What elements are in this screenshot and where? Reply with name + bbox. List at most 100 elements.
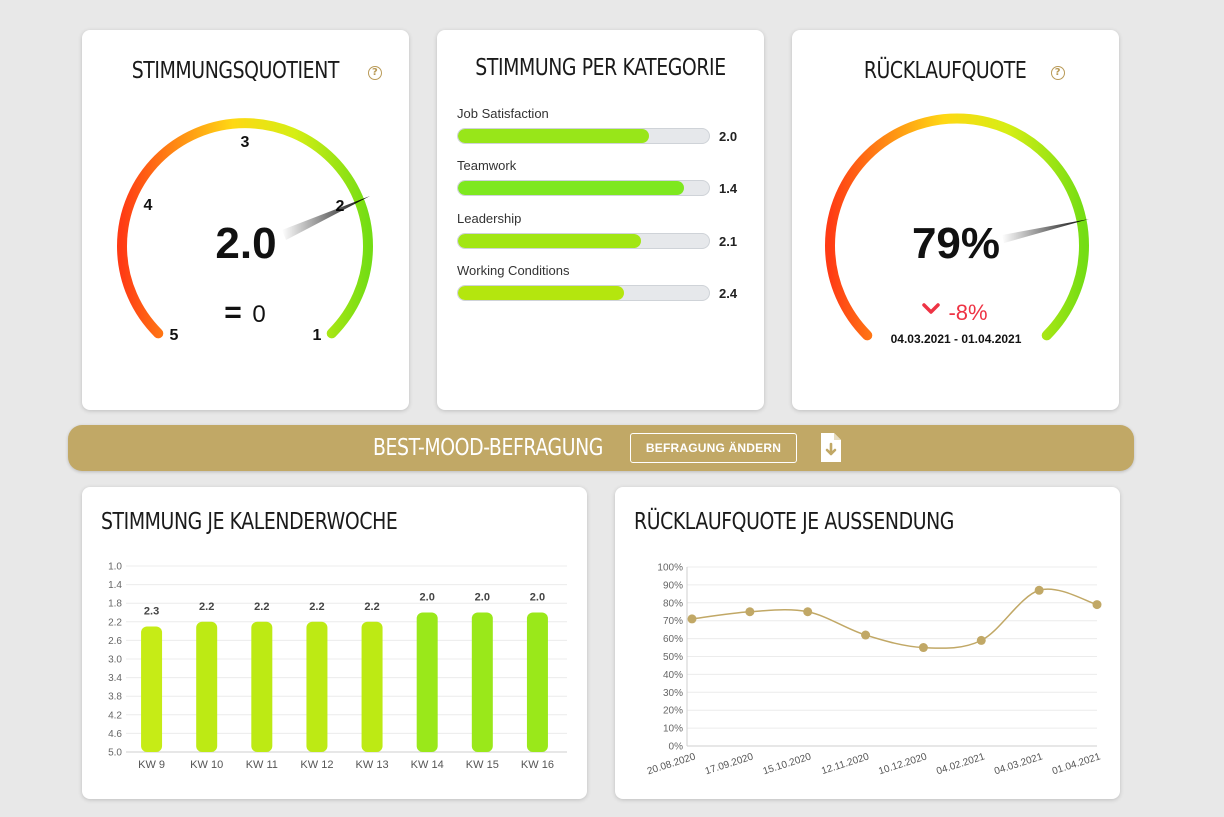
category-label: Leadership — [457, 211, 522, 226]
x-tick-label: 01.04.2021 — [1051, 751, 1102, 777]
weekly-mood-title: STIMMUNG JE KALENDERWOCHE — [101, 509, 398, 535]
data-point — [803, 607, 813, 617]
category-label: Working Conditions — [457, 263, 570, 278]
response-rate-by-mailing-title: RÜCKLAUFQUOTE JE AUSSENDUNG — [634, 509, 955, 535]
response-gauge-arc — [825, 113, 1089, 341]
mood-gauge-needle — [282, 196, 370, 240]
category-bar-fill — [458, 129, 649, 143]
response-rate-title-row: RÜCKLAUFQUOTE? — [792, 57, 1119, 84]
bar-value-label: 2.2 — [364, 601, 379, 613]
bar — [361, 621, 383, 752]
weekly-mood-chart: 1.0 1.4 1.8 2.2 2.6 3.0 3.4 3.8 4.2 4.6 5.0 2.3 KW 9… — [108, 562, 567, 771]
data-point — [745, 607, 755, 617]
category-bar-track — [457, 128, 710, 144]
y-tick-label: 80% — [663, 598, 683, 609]
data-point — [976, 635, 986, 645]
x-tick-label: KW 14 — [411, 759, 444, 771]
mood-gauge-arc — [117, 118, 373, 339]
equals-trend-icon: = — [224, 296, 242, 329]
mood-quotient-title-row: STIMMUNGSQUOTIENT? — [82, 57, 409, 84]
data-point — [1034, 585, 1044, 595]
bar — [416, 612, 438, 752]
y-tick-label: 3.4 — [108, 673, 122, 684]
mood-gauge: 5 4 3 2 1 2.0 = 0 — [117, 118, 373, 344]
x-tick-label: KW 11 — [246, 759, 278, 771]
y-tick-label: 20% — [663, 706, 683, 717]
category-label: Teamwork — [457, 158, 517, 173]
y-tick-label: 4.2 — [108, 710, 122, 721]
category-value: 2.4 — [719, 286, 738, 301]
file-download-icon[interactable] — [819, 432, 843, 463]
x-tick-label: 17.09.2020 — [704, 751, 755, 777]
category-row: Working Conditions 2.4 — [457, 263, 747, 301]
response-rate-title: RÜCKLAUFQUOTE — [864, 58, 1027, 84]
gauge-scale-label: 1 — [313, 327, 322, 344]
response-rate-card: RÜCKLAUFQUOTE? 79% -8% 04.03.2021 - 01.0… — [792, 30, 1119, 410]
survey-banner-title: BEST-MOOD-BEFRAGUNG — [372, 435, 604, 461]
bar — [251, 621, 273, 752]
x-tick-label: 10.12.2020 — [877, 751, 928, 777]
x-tick-label: KW 15 — [466, 759, 499, 771]
x-tick-label: KW 9 — [138, 759, 165, 771]
y-tick-label: 2.6 — [108, 636, 122, 647]
category-bar-fill — [458, 234, 642, 248]
y-tick-label: 2.2 — [108, 617, 122, 628]
x-tick-label: 04.02.2021 — [935, 751, 986, 777]
bar-value-label: 2.2 — [199, 601, 214, 613]
y-tick-label: 40% — [663, 670, 683, 681]
gauge-scale-label: 4 — [144, 197, 153, 214]
gauge-scale-label: 3 — [241, 134, 250, 151]
response-trend-value: -8% — [948, 300, 987, 325]
mood-gauge-value: 2.0 — [215, 219, 276, 268]
change-survey-button[interactable]: BEFRAGUNG ÄNDERN — [630, 433, 797, 463]
bar — [306, 621, 328, 752]
x-tick-label: KW 10 — [190, 759, 223, 771]
x-tick-label: KW 16 — [521, 759, 554, 771]
y-tick-label: 0% — [669, 742, 684, 753]
category-value: 2.1 — [719, 234, 738, 249]
category-bar-track — [457, 180, 710, 196]
x-tick-label: KW 12 — [300, 759, 333, 771]
y-tick-label: 3.0 — [108, 655, 122, 666]
bar-value-label: 2.0 — [530, 592, 545, 604]
x-tick-label: KW 13 — [356, 759, 389, 771]
bar — [141, 626, 163, 752]
data-point — [687, 614, 697, 624]
survey-banner: BEST-MOOD-BEFRAGUNG BEFRAGUNG ÄNDERN — [68, 425, 1134, 471]
question-circle-icon[interactable]: ? — [1050, 66, 1065, 80]
y-tick-label: 3.8 — [108, 692, 122, 703]
question-circle-icon[interactable]: ? — [367, 66, 382, 80]
x-tick-label: 04.03.2021 — [993, 751, 1044, 777]
y-tick-label: 70% — [663, 616, 683, 627]
bar — [526, 612, 548, 752]
category-bar-track — [457, 233, 710, 249]
mood-trend-value: 0 — [252, 301, 265, 328]
y-tick-label: 30% — [663, 688, 683, 699]
category-value: 2.0 — [719, 129, 738, 144]
x-tick-label: 12.11.2020 — [820, 751, 871, 777]
gauge-scale-label: 2 — [336, 198, 345, 215]
bar-value-label: 2.0 — [420, 592, 435, 604]
bar-value-label: 2.3 — [144, 605, 159, 617]
data-point — [918, 643, 928, 653]
category-bar-track — [457, 285, 710, 301]
x-tick-label: 15.10.2020 — [762, 751, 813, 777]
category-value: 1.4 — [719, 181, 738, 196]
y-tick-label: 60% — [663, 634, 683, 645]
x-tick-label: 20.08.2020 — [646, 751, 697, 777]
weekly-mood-card: STIMMUNG JE KALENDERWOCHE 1.0 1.4 1.8 2.2 2.… — [82, 487, 587, 799]
response-gauge: 79% -8% 04.03.2021 - 01.04.2021 — [825, 113, 1089, 346]
data-point — [1092, 600, 1102, 610]
y-tick-label: 10% — [663, 724, 683, 735]
data-point — [861, 630, 871, 640]
bar — [471, 612, 493, 752]
bar — [196, 621, 218, 752]
category-label: Job Satisfaction — [457, 106, 549, 121]
response-rate-by-mailing-chart: 0% 10% 20% 30% 40% 50% 60% 70% 80% 90% 100% 20.08.2… — [646, 563, 1102, 778]
bar-value-label: 2.2 — [309, 601, 324, 613]
chevron-down-icon — [922, 303, 940, 314]
response-date-range: 04.03.2021 - 01.04.2021 — [891, 332, 1022, 346]
y-tick-label: 5.0 — [108, 748, 122, 759]
gauge-scale-label: 5 — [170, 327, 179, 344]
category-bar-fill — [458, 181, 684, 195]
